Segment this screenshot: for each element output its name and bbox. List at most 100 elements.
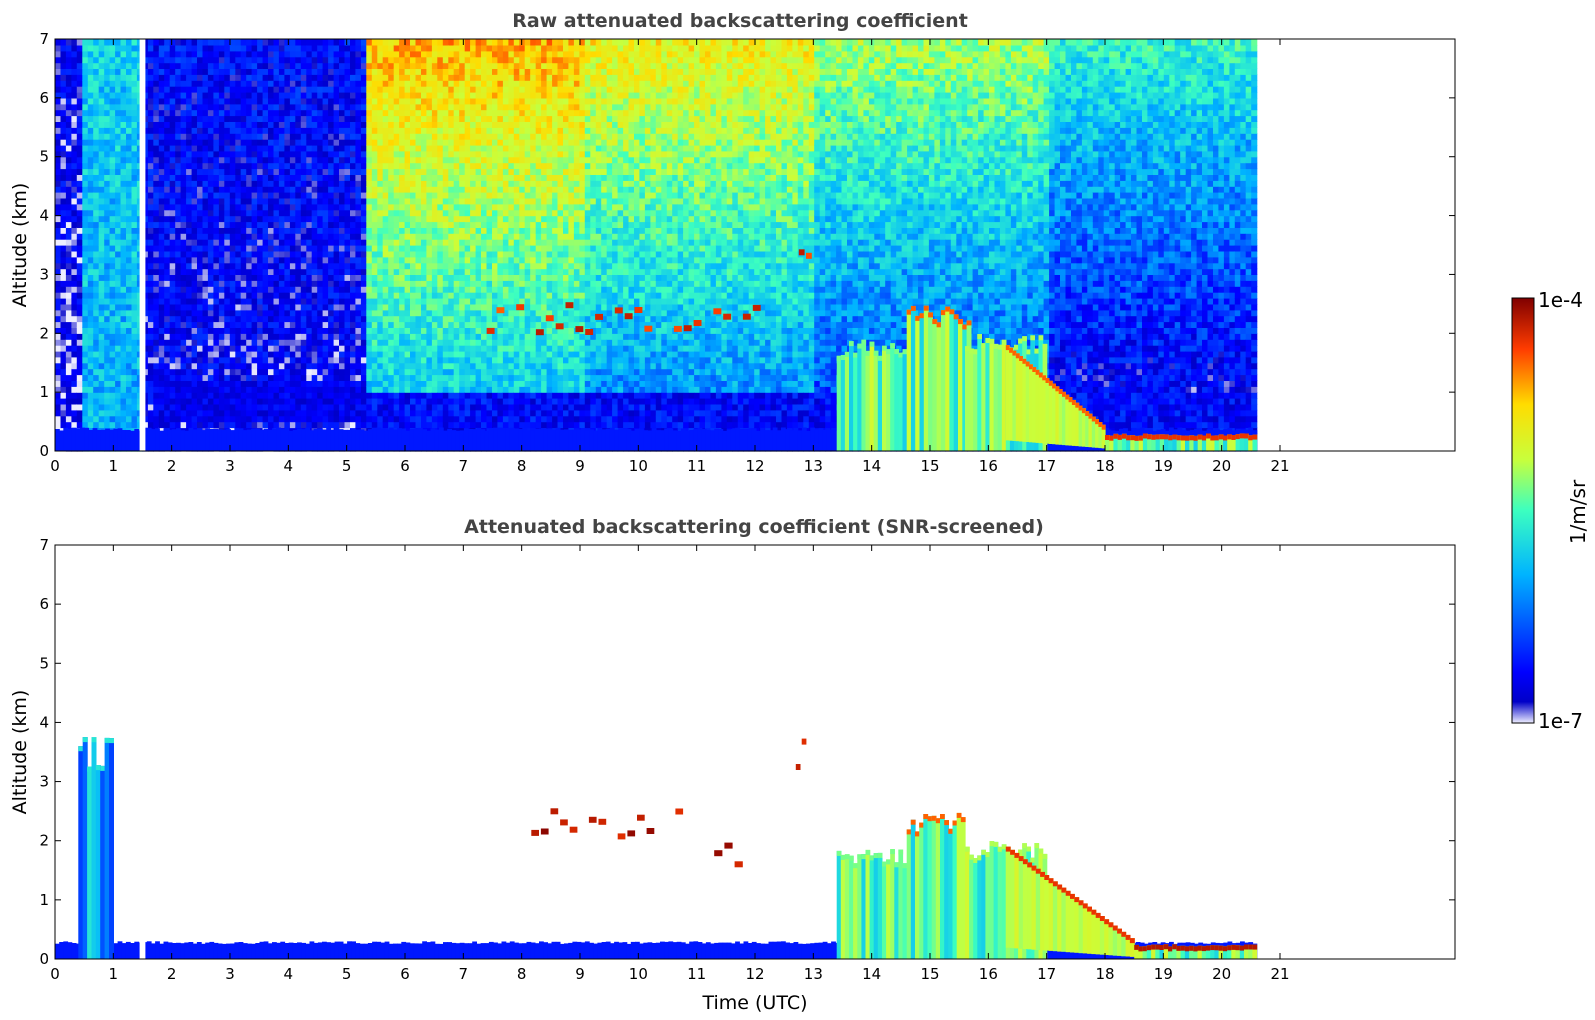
noise-cell xyxy=(110,233,116,240)
noise-cell xyxy=(355,257,361,264)
noise-cell xyxy=(159,51,165,58)
noise-cell xyxy=(388,404,394,411)
noise-cell xyxy=(405,251,411,258)
noise-cell xyxy=(345,180,351,187)
noise-cell xyxy=(405,298,411,305)
noise-cell xyxy=(268,269,274,276)
noise-cell xyxy=(186,127,192,134)
noise-cell xyxy=(432,269,438,276)
noise-cell xyxy=(153,357,159,364)
noise-cell xyxy=(405,375,411,382)
noise-cell xyxy=(197,145,203,152)
noise-cell xyxy=(219,116,225,123)
noise-cell xyxy=(186,39,192,46)
noise-cell xyxy=(345,257,351,264)
noise-cell xyxy=(61,245,67,252)
noise-cell xyxy=(366,174,372,181)
noise-cell xyxy=(317,80,323,87)
noise-cell xyxy=(306,422,312,429)
noise-cell xyxy=(224,51,230,58)
noise-cell xyxy=(153,239,159,246)
noise-cell xyxy=(241,375,247,382)
noise-cell xyxy=(164,51,170,58)
panel-raw-title: Raw attenuated backscattering coefficien… xyxy=(512,10,968,32)
noise-cell xyxy=(377,163,383,170)
noise-cell xyxy=(66,145,72,152)
noise-cell xyxy=(115,139,121,146)
noise-cell xyxy=(213,204,219,211)
noise-cell xyxy=(361,257,367,264)
noise-cell xyxy=(268,398,274,405)
noise-cell xyxy=(284,57,290,64)
noise-cell xyxy=(115,392,121,399)
noise-cell xyxy=(263,86,269,93)
noise-cell xyxy=(268,110,274,117)
noise-cell xyxy=(405,169,411,176)
noise-cell xyxy=(284,304,290,311)
noise-cell xyxy=(99,269,105,276)
noise-cell xyxy=(208,169,214,176)
noise-cell xyxy=(388,116,394,123)
noise-cell xyxy=(66,192,72,199)
noise-cell xyxy=(317,304,323,311)
noise-cell xyxy=(208,310,214,317)
noise-cell xyxy=(377,151,383,158)
noise-cell xyxy=(164,186,170,193)
noise-cell xyxy=(263,257,269,264)
noise-cell xyxy=(224,269,230,276)
noise-cell xyxy=(301,110,307,117)
noise-cell xyxy=(405,263,411,270)
noise-cell xyxy=(61,98,67,105)
noise-cell xyxy=(279,80,285,87)
noise-cell xyxy=(71,51,77,58)
noise-cell xyxy=(421,145,427,152)
noise-cell xyxy=(208,322,214,329)
noise-cell xyxy=(82,263,88,270)
noise-cell xyxy=(175,222,181,229)
noise-cell xyxy=(203,210,209,217)
noise-cell xyxy=(312,121,318,128)
noise-cell xyxy=(164,239,170,246)
noise-cell xyxy=(274,386,280,393)
noise-cell xyxy=(235,98,241,105)
noise-cell xyxy=(372,327,378,334)
noise-cell xyxy=(82,286,88,293)
noise-cell xyxy=(306,245,312,252)
noise-cell xyxy=(257,322,263,329)
noise-cell xyxy=(121,157,127,164)
noise-cell xyxy=(334,263,340,270)
noise-cell xyxy=(257,422,263,429)
noise-cell xyxy=(350,116,356,123)
noise-cell xyxy=(77,145,83,152)
noise-cell xyxy=(334,369,340,376)
noise-cell xyxy=(77,298,83,305)
noise-cell xyxy=(241,239,247,246)
noise-cell xyxy=(88,227,94,234)
noise-cell xyxy=(355,127,361,134)
noise-cell xyxy=(235,398,241,405)
noise-cell xyxy=(372,63,378,70)
noise-cell xyxy=(246,186,252,193)
noise-cell xyxy=(219,68,225,75)
noise-cell xyxy=(388,286,394,293)
noise-cell xyxy=(257,351,263,358)
noise-cell xyxy=(230,245,236,252)
noise-cell xyxy=(88,304,94,311)
noise-cell xyxy=(159,392,165,399)
noise-cell xyxy=(55,398,61,405)
noise-cell xyxy=(104,169,110,176)
noise-cell xyxy=(230,157,236,164)
noise-cell xyxy=(126,292,132,299)
noise-cell xyxy=(268,322,274,329)
noise-cell xyxy=(104,280,110,287)
noise-cell xyxy=(77,280,83,287)
noise-cell xyxy=(306,375,312,382)
noise-cell xyxy=(132,416,138,423)
noise-cell xyxy=(197,392,203,399)
noise-cell xyxy=(246,310,252,317)
noise-cell xyxy=(279,216,285,223)
noise-cell xyxy=(416,186,422,193)
noise-cell xyxy=(416,233,422,240)
noise-cell xyxy=(61,251,67,258)
noise-cell xyxy=(317,104,323,111)
